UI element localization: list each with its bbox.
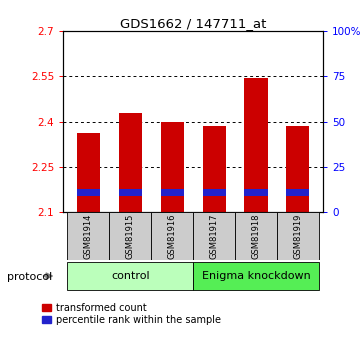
Legend: transformed count, percentile rank within the sample: transformed count, percentile rank withi…	[41, 302, 222, 326]
Bar	[161, 122, 184, 212]
Bar	[277, 212, 319, 260]
Bar	[151, 212, 193, 260]
Bar	[193, 262, 319, 290]
Bar	[203, 126, 226, 212]
Text: GSM81916: GSM81916	[168, 214, 177, 259]
Bar	[193, 212, 235, 260]
Text: Enigma knockdown: Enigma knockdown	[202, 271, 310, 281]
Text: GSM81917: GSM81917	[210, 214, 219, 259]
Text: GSM81914: GSM81914	[84, 214, 93, 259]
Bar	[244, 78, 268, 212]
Text: GSM81915: GSM81915	[126, 214, 135, 259]
Bar	[77, 189, 100, 196]
Bar	[119, 189, 142, 196]
Bar	[286, 189, 309, 196]
Bar	[203, 189, 226, 196]
Bar	[77, 133, 100, 212]
Bar	[109, 212, 151, 260]
Bar	[286, 126, 309, 212]
Text: control: control	[111, 271, 149, 281]
Bar	[68, 262, 193, 290]
Text: GSM81919: GSM81919	[293, 214, 303, 259]
Bar	[119, 112, 142, 212]
Bar	[244, 189, 268, 196]
Bar	[161, 189, 184, 196]
Bar	[68, 212, 109, 260]
Bar	[235, 212, 277, 260]
Text: protocol: protocol	[7, 273, 52, 282]
Text: GSM81918: GSM81918	[252, 214, 261, 259]
Title: GDS1662 / 147711_at: GDS1662 / 147711_at	[120, 17, 266, 30]
